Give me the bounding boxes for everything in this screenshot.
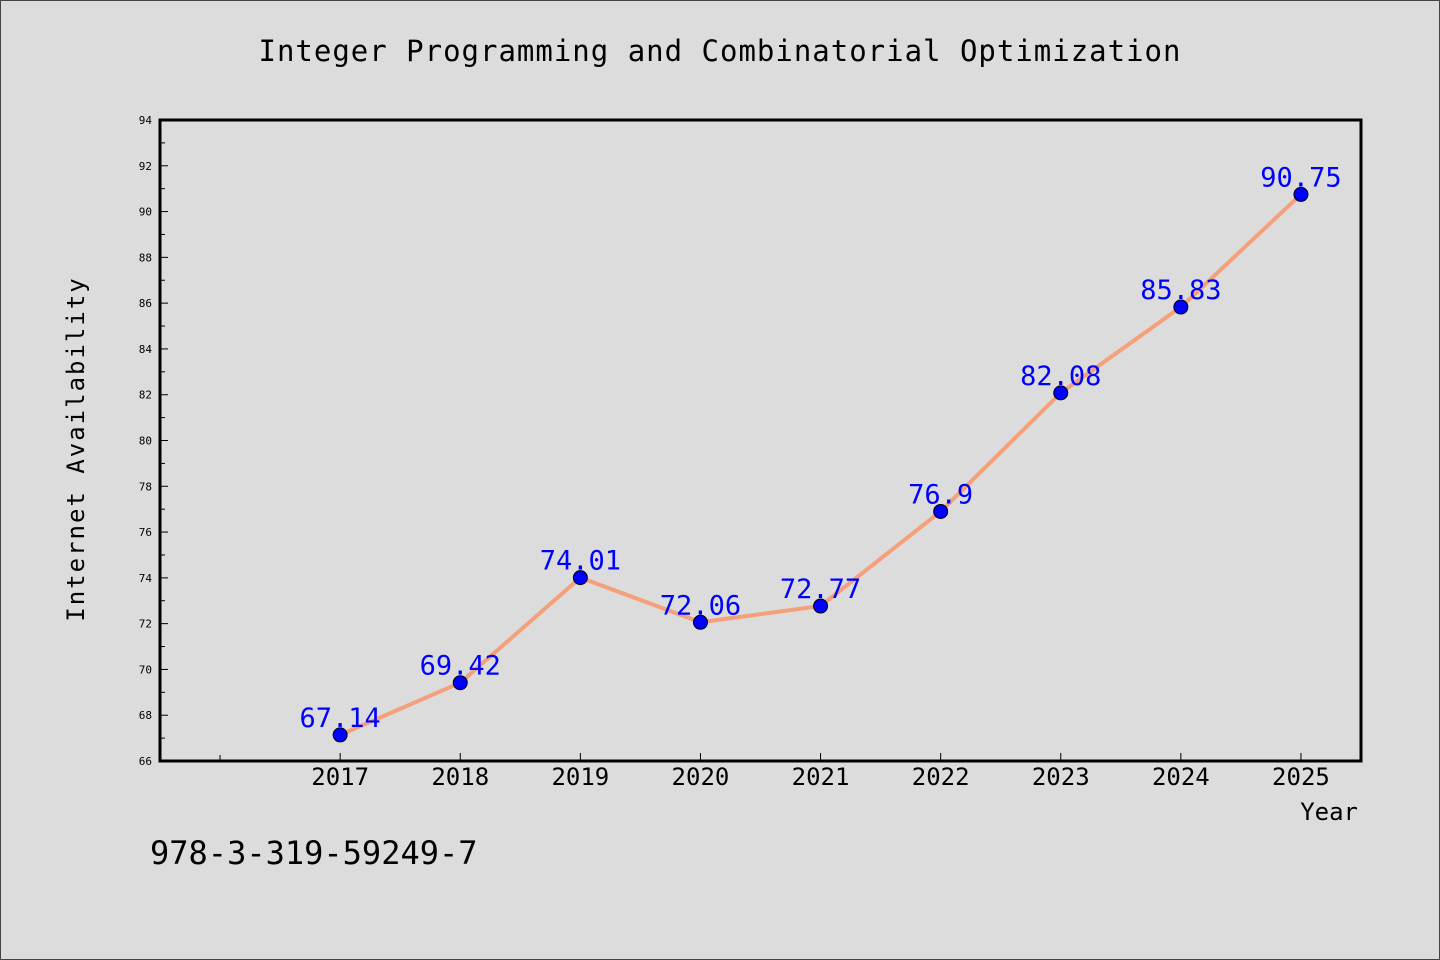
data-point <box>332 727 348 743</box>
x-axis-label: Year <box>1300 798 1358 826</box>
x-tick-label: 2024 <box>1152 763 1210 791</box>
data-label: 72.77 <box>780 574 861 605</box>
data-point <box>452 675 468 691</box>
x-tick-label: 2025 <box>1272 763 1330 791</box>
data-label: 90.75 <box>1260 162 1341 193</box>
chart-title: Integer Programming and Combinatorial Op… <box>258 34 1182 68</box>
y-tick-label: 70 <box>139 663 152 676</box>
y-tick-label: 76 <box>139 526 152 539</box>
data-label: 85.83 <box>1140 275 1221 306</box>
y-axis-label: Internet Availability <box>62 276 90 621</box>
data-point <box>1293 186 1309 202</box>
x-tick-label: 2021 <box>792 763 850 791</box>
data-label: 82.08 <box>1020 361 1101 392</box>
y-tick-label: 88 <box>139 251 152 264</box>
y-tick-label: 66 <box>139 755 152 768</box>
plot-area-frame <box>158 118 1363 763</box>
x-tick-label: 2020 <box>672 763 730 791</box>
data-label: 69.42 <box>420 651 501 682</box>
x-tick-label: 2019 <box>551 763 609 791</box>
y-tick-label: 82 <box>139 389 152 402</box>
data-label: 72.06 <box>660 590 741 621</box>
x-tick-label: 2017 <box>311 763 369 791</box>
y-axis: 66 68 70 72 74 76 78 80 82 84 86 88 90 92 94 <box>139 114 168 768</box>
y-tick-label: 86 <box>139 297 152 310</box>
y-tick-label: 84 <box>139 343 153 356</box>
y-tick-label: 74 <box>139 572 153 585</box>
data-point <box>692 614 708 630</box>
x-tick-label: 2018 <box>431 763 489 791</box>
x-tick-label: 2023 <box>1032 763 1090 791</box>
y-tick-label: 68 <box>139 709 152 722</box>
data-point <box>1173 299 1189 315</box>
data-point <box>1053 385 1069 401</box>
data-label: 74.01 <box>540 546 621 577</box>
data-label: 67.14 <box>300 703 381 734</box>
y-tick-label: 80 <box>139 435 152 448</box>
plot-series: 67.14 69.42 74.01 72.06 72.77 76.9 82.08 85.83 9… <box>300 162 1342 743</box>
data-label: 76.9 <box>908 479 973 510</box>
data-point <box>813 598 829 614</box>
x-tick-label: 2022 <box>912 763 970 791</box>
y-tick-label: 90 <box>139 206 152 219</box>
x-axis: 2017 2018 2019 2020 2021 2022 2023 2024 2025 <box>219 753 1330 791</box>
y-tick-label: 72 <box>139 618 152 631</box>
y-tick-label: 92 <box>139 160 152 173</box>
footer-isbn-text: 978-3-319-59249-7 <box>150 834 478 872</box>
data-point <box>933 503 949 519</box>
y-tick-label: 78 <box>139 480 152 493</box>
y-tick-label: 94 <box>139 114 153 127</box>
data-point <box>572 570 588 586</box>
